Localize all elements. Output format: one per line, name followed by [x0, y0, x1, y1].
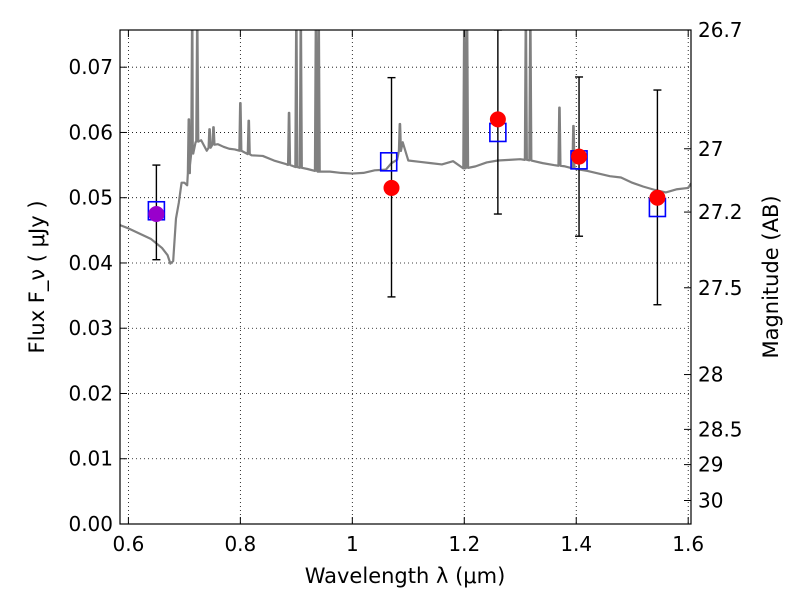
x-tick-label: 1.2 — [448, 532, 480, 556]
x-tick-labels: 0.6 0.8 1 1.2 1.4 1.6 — [112, 532, 704, 556]
y2-axis-title: Magnitude (AB) — [759, 195, 783, 358]
y-tick-label: 0.07 — [68, 55, 113, 79]
observed-photometry-layer — [148, 111, 666, 223]
y-tick-label: 0.00 — [68, 512, 113, 536]
x-tick-label: 1.6 — [672, 532, 704, 556]
model-spectrum-line — [120, 30, 691, 265]
y-tick-label: 0.01 — [68, 447, 113, 471]
x-tick-label: 0.8 — [224, 532, 256, 556]
x-tick-label: 1 — [346, 532, 359, 556]
y2-tick-label: 28 — [698, 363, 723, 387]
y-tick-label: 0.06 — [68, 120, 113, 144]
y-tick-label: 0.05 — [68, 186, 113, 210]
y2-tick-label: 26.7 — [698, 18, 743, 42]
axis-ticks — [120, 29, 691, 525]
y-tick-labels: 0.00 0.01 0.02 0.03 0.04 0.05 0.06 0.07 — [68, 55, 113, 536]
y2-tick-label: 27.2 — [698, 200, 743, 224]
x-tick-label: 1.4 — [560, 532, 592, 556]
y2-tick-label: 30 — [698, 489, 723, 513]
x-tick-label: 0.6 — [112, 532, 144, 556]
observed-photometry-point — [489, 111, 506, 128]
observed-photometry-point — [148, 206, 165, 223]
observed-photometry-point — [383, 179, 400, 196]
observed-photometry-point — [649, 189, 666, 206]
y-tick-label: 0.02 — [68, 381, 113, 405]
y2-tick-label: 27 — [698, 137, 723, 161]
magnitude-tick-labels: 26.7 27 27.2 27.5 28 28.5 29 30 — [698, 18, 743, 513]
observed-photometry-point — [571, 148, 588, 165]
grid-lines — [120, 30, 691, 525]
model-photometry-square — [379, 152, 398, 172]
y-tick-label: 0.04 — [68, 251, 113, 275]
y-tick-label: 0.03 — [68, 316, 113, 340]
y2-tick-label: 28.5 — [698, 417, 743, 441]
x-axis-title: Wavelength λ (μm) — [305, 564, 506, 588]
errorbar-layer — [152, 30, 662, 306]
plot-frame — [119, 29, 692, 525]
y2-tick-label: 29 — [698, 453, 723, 477]
y2-tick-label: 27.5 — [698, 276, 743, 300]
y-axis-title: Flux F_ν ( μJy ) — [25, 200, 50, 353]
model-spectrum-layer — [120, 30, 691, 265]
